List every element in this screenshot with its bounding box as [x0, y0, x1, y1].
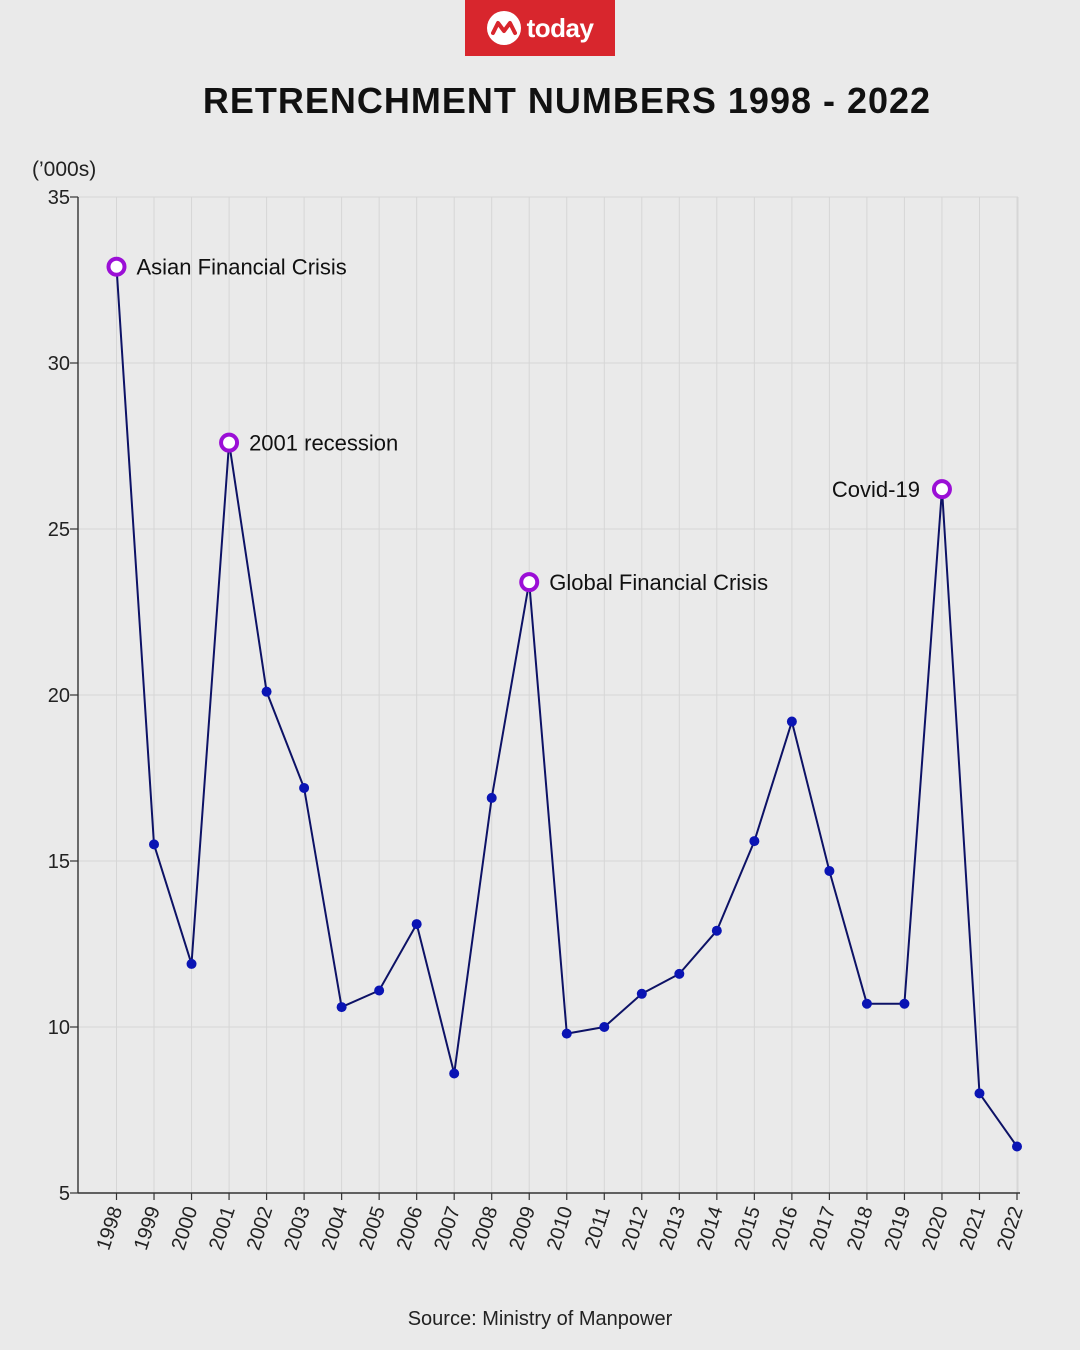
x-tick-label: 2020 — [918, 1204, 953, 1253]
y-tick-label: 25 — [48, 519, 70, 541]
chart-title: RETRENCHMENT NUMBERS 1998 - 2022 — [202, 80, 932, 121]
highlight-point — [106, 256, 127, 277]
x-tick-label: 2022 — [993, 1204, 1028, 1253]
data-point — [974, 1088, 985, 1099]
data-point — [824, 865, 835, 876]
data-point — [861, 998, 872, 1009]
y-tick-label: 15 — [48, 851, 70, 873]
data-point — [1012, 1141, 1022, 1152]
today-logo: today — [465, 0, 615, 56]
x-tick-label: 2014 — [693, 1204, 728, 1253]
data-point — [336, 1002, 347, 1013]
annotation-label: Covid-19 — [832, 477, 920, 502]
x-tick-label: 2015 — [730, 1204, 765, 1253]
logo-text: today — [526, 12, 594, 43]
y-tick-label: 20 — [48, 685, 70, 707]
x-tick-label: 2013 — [655, 1204, 690, 1253]
x-tick-label: 2006 — [393, 1204, 428, 1253]
x-tick-label: 2021 — [956, 1204, 991, 1253]
data-point — [899, 998, 910, 1009]
annotation-label: Asian Financial Crisis — [137, 255, 347, 280]
x-tick-label: 2004 — [318, 1204, 353, 1253]
data-point — [374, 985, 385, 996]
highlight-point — [219, 432, 240, 453]
annotation-label: 2001 recession — [249, 431, 398, 456]
x-tick-label: 2011 — [581, 1204, 615, 1252]
y-tick-label: 10 — [48, 1017, 70, 1039]
data-point — [599, 1022, 610, 1032]
data-point — [636, 988, 647, 999]
data-point — [449, 1068, 460, 1079]
x-tick-label: 2003 — [280, 1204, 315, 1253]
x-tick-label: 2005 — [355, 1204, 390, 1253]
x-tick-label: 2016 — [768, 1204, 803, 1253]
x-tick-label: 2001 — [205, 1204, 240, 1253]
x-tick-label: 2000 — [168, 1204, 203, 1253]
x-tick-label: 2002 — [243, 1204, 278, 1253]
data-point — [674, 968, 685, 979]
x-tick-label: 2019 — [881, 1204, 916, 1253]
data-point — [261, 686, 272, 697]
data-point — [561, 1028, 572, 1039]
source-note: Source: Ministry of Manpower — [407, 1308, 673, 1330]
y-tick-label: 5 — [59, 1183, 70, 1205]
highlight-point — [931, 479, 952, 500]
x-tick-label: 1998 — [93, 1204, 128, 1253]
y-tick-label: 30 — [48, 353, 70, 375]
data-point — [299, 782, 310, 793]
x-tick-label: 2007 — [430, 1204, 465, 1253]
y-tick-label: 35 — [48, 187, 70, 209]
x-tick-label: 2018 — [843, 1204, 878, 1253]
x-tick-label: 1999 — [130, 1204, 165, 1253]
annotation-label: Global Financial Crisis — [549, 570, 768, 595]
x-tick-label: 2008 — [468, 1204, 503, 1253]
data-point — [486, 792, 497, 803]
data-point — [711, 925, 722, 936]
x-tick-label: 2010 — [543, 1204, 578, 1253]
x-tick-label: 2012 — [618, 1204, 653, 1253]
data-point — [749, 836, 760, 847]
y-axis-unit-label: (’000s) — [32, 158, 97, 181]
x-tick-label: 2017 — [805, 1204, 840, 1253]
data-point — [149, 839, 160, 850]
highlight-point — [519, 572, 540, 593]
x-tick-label: 2009 — [505, 1204, 540, 1253]
mediacorp-mark-icon — [486, 11, 521, 45]
data-point — [411, 919, 422, 930]
data-point — [186, 958, 197, 969]
data-point — [786, 716, 797, 727]
